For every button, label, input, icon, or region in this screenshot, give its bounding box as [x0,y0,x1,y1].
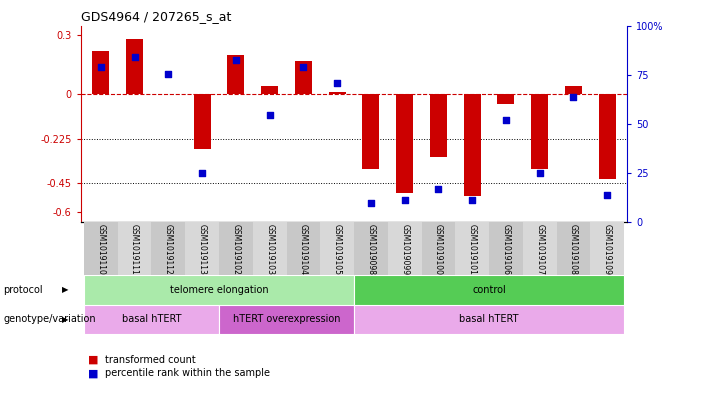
Text: ▶: ▶ [62,315,69,324]
Bar [193,94,210,149]
Point [399,196,410,203]
Point [601,191,613,198]
Text: GDS4964 / 207265_s_at: GDS4964 / 207265_s_at [81,10,231,23]
Text: percentile rank within the sample: percentile rank within the sample [105,368,270,378]
Bar [590,222,624,275]
Bar [557,222,590,275]
Text: control: control [472,285,506,295]
Text: GSM1019101: GSM1019101 [468,224,477,275]
Text: GSM1019110: GSM1019110 [96,224,105,275]
Bar [523,222,557,275]
Bar [455,222,489,275]
Bar [599,94,615,179]
Text: GSM1019106: GSM1019106 [501,224,510,275]
Bar [329,92,346,94]
Text: GSM1019104: GSM1019104 [299,224,308,275]
Bar [498,94,515,104]
Text: GSM1019107: GSM1019107 [535,224,544,275]
Point [129,53,140,60]
Bar [287,222,320,275]
Text: genotype/variation: genotype/variation [4,314,96,324]
Bar [354,222,388,275]
Text: ■: ■ [88,354,98,365]
Bar [531,94,548,169]
Text: GSM1019099: GSM1019099 [400,224,409,275]
Text: GSM1019103: GSM1019103 [265,224,274,275]
Bar [185,222,219,275]
Point [163,71,174,77]
Bar [84,305,219,334]
Text: GSM1019102: GSM1019102 [231,224,240,275]
Point [433,186,444,192]
Point [332,80,343,86]
Point [467,196,478,203]
Text: GSM1019105: GSM1019105 [333,224,341,275]
Point [230,57,241,63]
Point [568,94,579,100]
Text: GSM1019100: GSM1019100 [434,224,443,275]
Bar [219,305,354,334]
Text: basal hTERT: basal hTERT [459,314,519,324]
Bar [84,275,354,305]
Point [196,170,207,176]
Point [501,117,512,123]
Bar [227,55,245,94]
Text: ▶: ▶ [62,285,69,294]
Text: GSM1019108: GSM1019108 [569,224,578,275]
Text: ■: ■ [88,368,98,378]
Bar [565,86,582,94]
Point [95,64,107,70]
Bar [354,275,624,305]
Bar [388,222,421,275]
Bar [118,222,151,275]
Text: telomere elongation: telomere elongation [170,285,268,295]
Bar [320,222,354,275]
Bar [126,39,143,94]
Bar [295,61,312,94]
Text: basal hTERT: basal hTERT [122,314,182,324]
Point [298,64,309,70]
Text: transformed count: transformed count [105,354,196,365]
Text: GSM1019113: GSM1019113 [198,224,207,275]
Bar [354,305,624,334]
Point [534,170,545,176]
Point [264,112,275,118]
Bar [151,222,185,275]
Bar [253,222,287,275]
Bar [430,94,447,157]
Bar [421,222,455,275]
Bar [489,222,523,275]
Bar [463,94,481,196]
Bar [84,222,118,275]
Point [365,200,376,206]
Text: protocol: protocol [4,285,43,295]
Bar [362,94,379,169]
Text: GSM1019111: GSM1019111 [130,224,139,274]
Bar [93,51,109,94]
Bar [261,86,278,94]
Text: GSM1019112: GSM1019112 [164,224,173,274]
Text: hTERT overexpression: hTERT overexpression [233,314,340,324]
Text: GSM1019109: GSM1019109 [603,224,612,275]
Bar [396,94,413,193]
Text: GSM1019098: GSM1019098 [367,224,375,275]
Bar [219,222,253,275]
